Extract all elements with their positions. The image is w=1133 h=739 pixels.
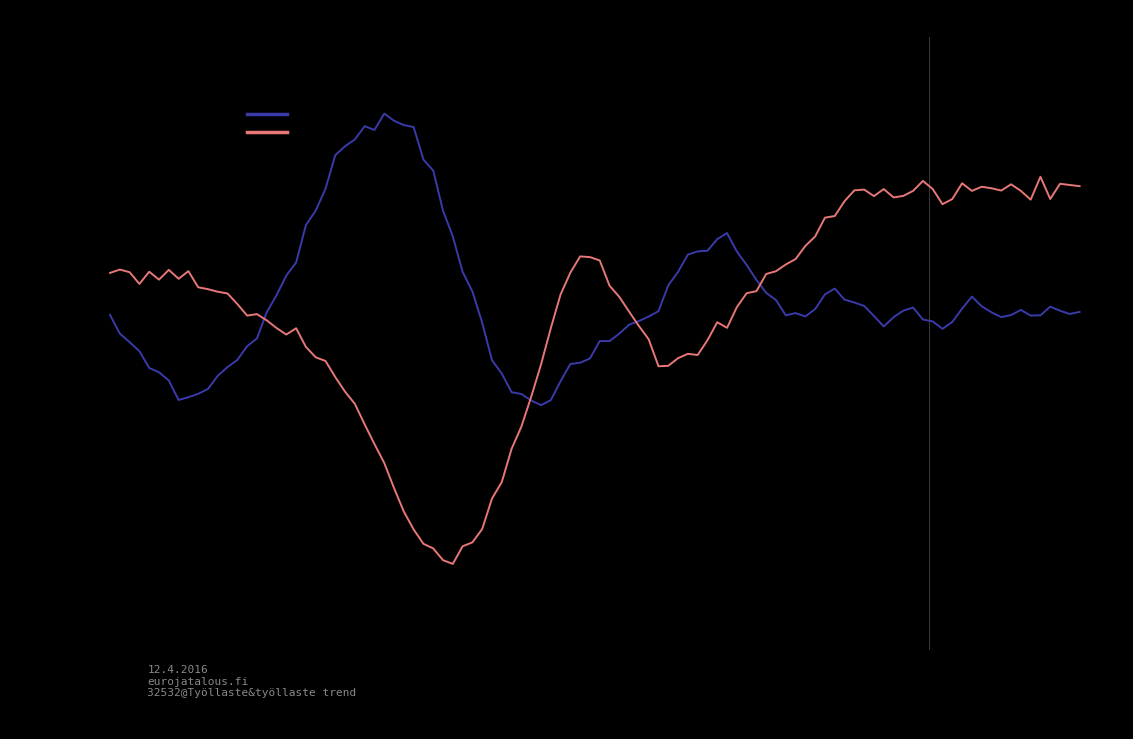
Text: 12.4.2016
eurojatalous.fi
32532@Työllaste&työllaste trend: 12.4.2016 eurojatalous.fi 32532@Työllast… bbox=[147, 665, 357, 698]
